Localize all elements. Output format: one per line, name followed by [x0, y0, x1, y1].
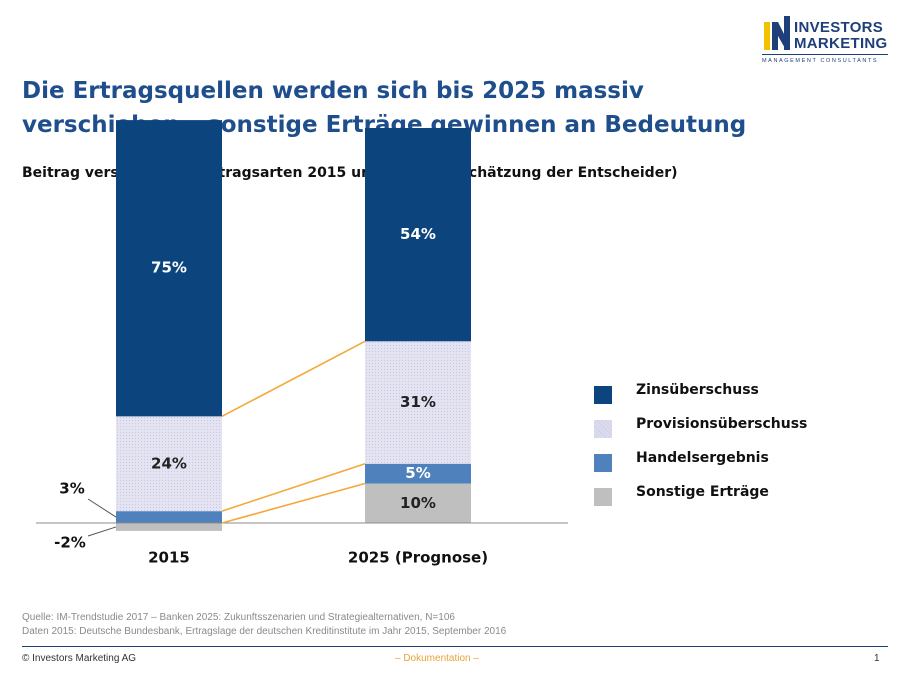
- legend-swatch: [594, 386, 612, 404]
- leader-line-handel-2015: [87, 498, 117, 518]
- footer-divider: [22, 646, 888, 647]
- bar-zins-berschuss-2025-prognose: [365, 128, 471, 342]
- page-number: 1: [874, 653, 880, 664]
- bar-handelsergebnis-2015: [116, 511, 222, 523]
- data-label-handelsergebnis-2015: 3%: [59, 480, 84, 498]
- connector-prov-handel: [221, 462, 366, 512]
- data-label-provisions-berschuss-2025-prognose: 31%: [400, 393, 436, 411]
- bar-provisions-berschuss-2025-prognose: [365, 341, 471, 464]
- page-title-line1: Die Ertragsquellen werden sich bis 2025 …: [22, 78, 644, 104]
- logo-divider: [762, 54, 888, 55]
- company-logo: INVESTORS MARKETING MANAGEMENT CONSULTAN…: [762, 12, 892, 68]
- source-line1: Quelle: IM-Trendstudie 2017 – Banken 202…: [22, 612, 455, 623]
- leader-line-sonstige-2015: [87, 526, 117, 537]
- data-label-provisions-berschuss-2015: 24%: [151, 454, 187, 472]
- logo-mark-icon: [764, 16, 790, 50]
- legend-label: Sonstige Erträge: [636, 484, 769, 500]
- source-line2: Daten 2015: Deutsche Bundesbank, Ertrags…: [22, 626, 507, 637]
- data-label-zins-berschuss-2025-prognose: 54%: [400, 225, 436, 243]
- data-label-zins-berschuss-2015: 75%: [151, 259, 187, 277]
- connector-zins-prov: [221, 340, 366, 418]
- logo-text-line1: INVESTORS: [794, 19, 884, 36]
- bar-handelsergebnis-2025-prognose: [365, 463, 471, 484]
- bar-zins-berschuss-2015: [116, 120, 222, 417]
- category-label-2025-prognose: 2025 (Prognose): [348, 549, 488, 567]
- stacked-bar-chart: -2% 3% 24% 75% 2015 10% 5% 31% 54% 2025 (Prognose…: [36, 120, 568, 567]
- legend-label: Handelsergebnis: [636, 450, 769, 466]
- data-label-sonstige-ertr-ge-2015: -2%: [54, 534, 86, 552]
- footer-copyright: © Investors Marketing AG: [22, 653, 137, 664]
- bar-sonstige-ertr-ge-2025-prognose: [365, 483, 471, 523]
- data-label-sonstige-ertr-ge-2025-prognose: 10%: [400, 494, 436, 512]
- category-label-2015: 2015: [148, 549, 190, 567]
- bar-provisions-berschuss-2015: [116, 416, 222, 512]
- bar-sonstige-ertr-ge-2015: [116, 523, 222, 531]
- data-label-handelsergebnis-2025-prognose: 5%: [405, 464, 430, 482]
- legend-label: Zinsüberschuss: [636, 382, 759, 398]
- logo-text-line2: MARKETING: [794, 35, 888, 52]
- footer-section-label: – Dokumentation –: [395, 653, 479, 664]
- legend-label: Provisionsüberschuss: [636, 416, 808, 432]
- legend-swatch: [594, 488, 612, 506]
- legend-swatch: [594, 420, 612, 438]
- connector-handel-sonst: [221, 482, 366, 524]
- logo-tagline: MANAGEMENT CONSULTANTS: [762, 58, 879, 64]
- source-note: Quelle: IM-Trendstudie 2017 – Banken 202…: [22, 611, 506, 639]
- legend-swatch: [594, 454, 612, 472]
